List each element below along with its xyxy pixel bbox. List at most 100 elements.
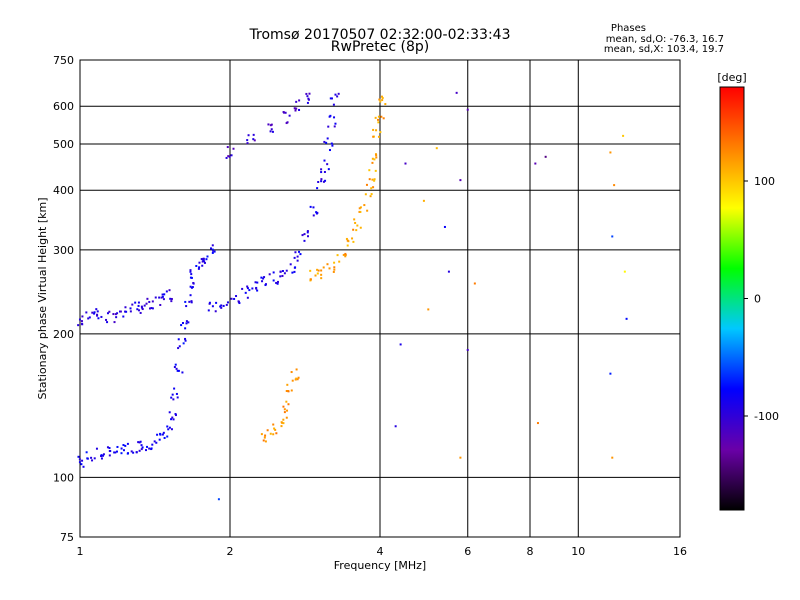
echo-point	[369, 195, 372, 198]
echo-point	[120, 452, 123, 455]
echo-point	[173, 366, 176, 369]
echo-point	[307, 98, 310, 101]
colorbar-tick-label: 0	[754, 293, 761, 306]
echo-point	[232, 147, 235, 150]
echo-point	[246, 296, 249, 299]
echo-point	[124, 444, 127, 447]
echo-point	[309, 269, 312, 272]
echo-point	[222, 304, 225, 307]
echo-point	[230, 297, 233, 300]
echo-point	[212, 249, 215, 252]
echo-point	[141, 306, 144, 309]
echo-point	[124, 306, 127, 309]
y-tick-label: 400	[53, 184, 74, 197]
echo-point	[269, 130, 272, 133]
echo-point	[296, 378, 299, 381]
echo-point	[275, 281, 278, 284]
echo-point	[355, 229, 358, 232]
echo-point	[306, 230, 309, 233]
echo-point	[185, 322, 188, 325]
echo-point	[255, 287, 258, 290]
echo-point	[163, 436, 166, 439]
echo-point	[233, 297, 236, 300]
echo-point	[246, 287, 249, 290]
echo-point	[344, 252, 347, 255]
echo-point	[281, 270, 284, 273]
echo-point	[174, 414, 177, 417]
echo-point	[177, 338, 180, 341]
echo-point	[102, 453, 105, 456]
echo-point	[82, 465, 85, 468]
echo-point	[298, 108, 301, 111]
echo-point	[177, 369, 180, 372]
echo-point	[201, 264, 204, 267]
echo-point	[93, 312, 96, 315]
echo-point	[256, 281, 259, 284]
echo-point	[375, 129, 378, 132]
echo-point	[276, 280, 279, 283]
echo-point	[161, 295, 164, 298]
echo-point	[137, 301, 140, 304]
echo-point	[122, 449, 125, 452]
echo-point	[270, 128, 273, 131]
echo-point	[282, 111, 285, 114]
echo-point	[297, 376, 300, 379]
echo-point	[422, 199, 425, 202]
echo-point	[359, 206, 362, 209]
echo-point	[286, 121, 289, 124]
echo-point	[184, 327, 187, 330]
echo-point	[373, 158, 376, 161]
echo-point	[290, 389, 293, 392]
echo-point	[336, 95, 339, 98]
echo-point	[81, 315, 84, 318]
echo-point	[115, 316, 118, 319]
y-tick-label: 100	[53, 471, 74, 484]
echo-point	[296, 259, 299, 262]
echo-point	[295, 100, 298, 103]
echo-point	[285, 269, 288, 272]
echo-point	[260, 433, 263, 436]
echo-point	[286, 409, 289, 412]
echo-point	[195, 264, 198, 267]
echo-point	[154, 296, 157, 299]
echo-point	[105, 318, 108, 321]
echo-point	[184, 337, 187, 340]
echo-point	[306, 235, 309, 238]
echo-point	[256, 289, 259, 292]
echo-point	[88, 316, 91, 319]
echo-point	[148, 447, 151, 450]
echo-point	[140, 305, 143, 308]
echo-point	[298, 99, 301, 102]
echo-point	[473, 282, 476, 285]
phase-line-x: mean, sd,X: 103.4, 19.7	[603, 44, 724, 55]
echo-point	[166, 425, 169, 428]
echo-point	[202, 257, 205, 260]
echo-point	[173, 387, 176, 390]
echo-point	[394, 425, 397, 428]
echo-point	[333, 261, 336, 264]
echo-point	[106, 446, 109, 449]
echo-point	[371, 178, 374, 181]
echo-point	[146, 297, 149, 300]
echo-point	[162, 298, 165, 301]
echo-point	[80, 463, 83, 466]
echo-point	[170, 297, 173, 300]
colorbar-tick-label: 100	[754, 175, 775, 188]
echo-point	[381, 96, 384, 99]
echo-point	[345, 237, 348, 240]
echo-point	[219, 305, 222, 308]
echo-point	[272, 433, 275, 436]
echo-point	[534, 162, 537, 165]
echo-point	[346, 239, 349, 242]
echo-point	[371, 161, 374, 164]
echo-point	[190, 276, 193, 279]
echo-point	[295, 107, 298, 110]
echo-point	[97, 317, 100, 320]
echo-point	[377, 135, 380, 138]
echo-point	[160, 296, 163, 299]
echo-point	[131, 303, 134, 306]
x-tick-label: 8	[527, 545, 534, 558]
echo-point	[87, 317, 90, 320]
x-tick-label: 4	[377, 545, 384, 558]
echo-point	[101, 454, 104, 457]
